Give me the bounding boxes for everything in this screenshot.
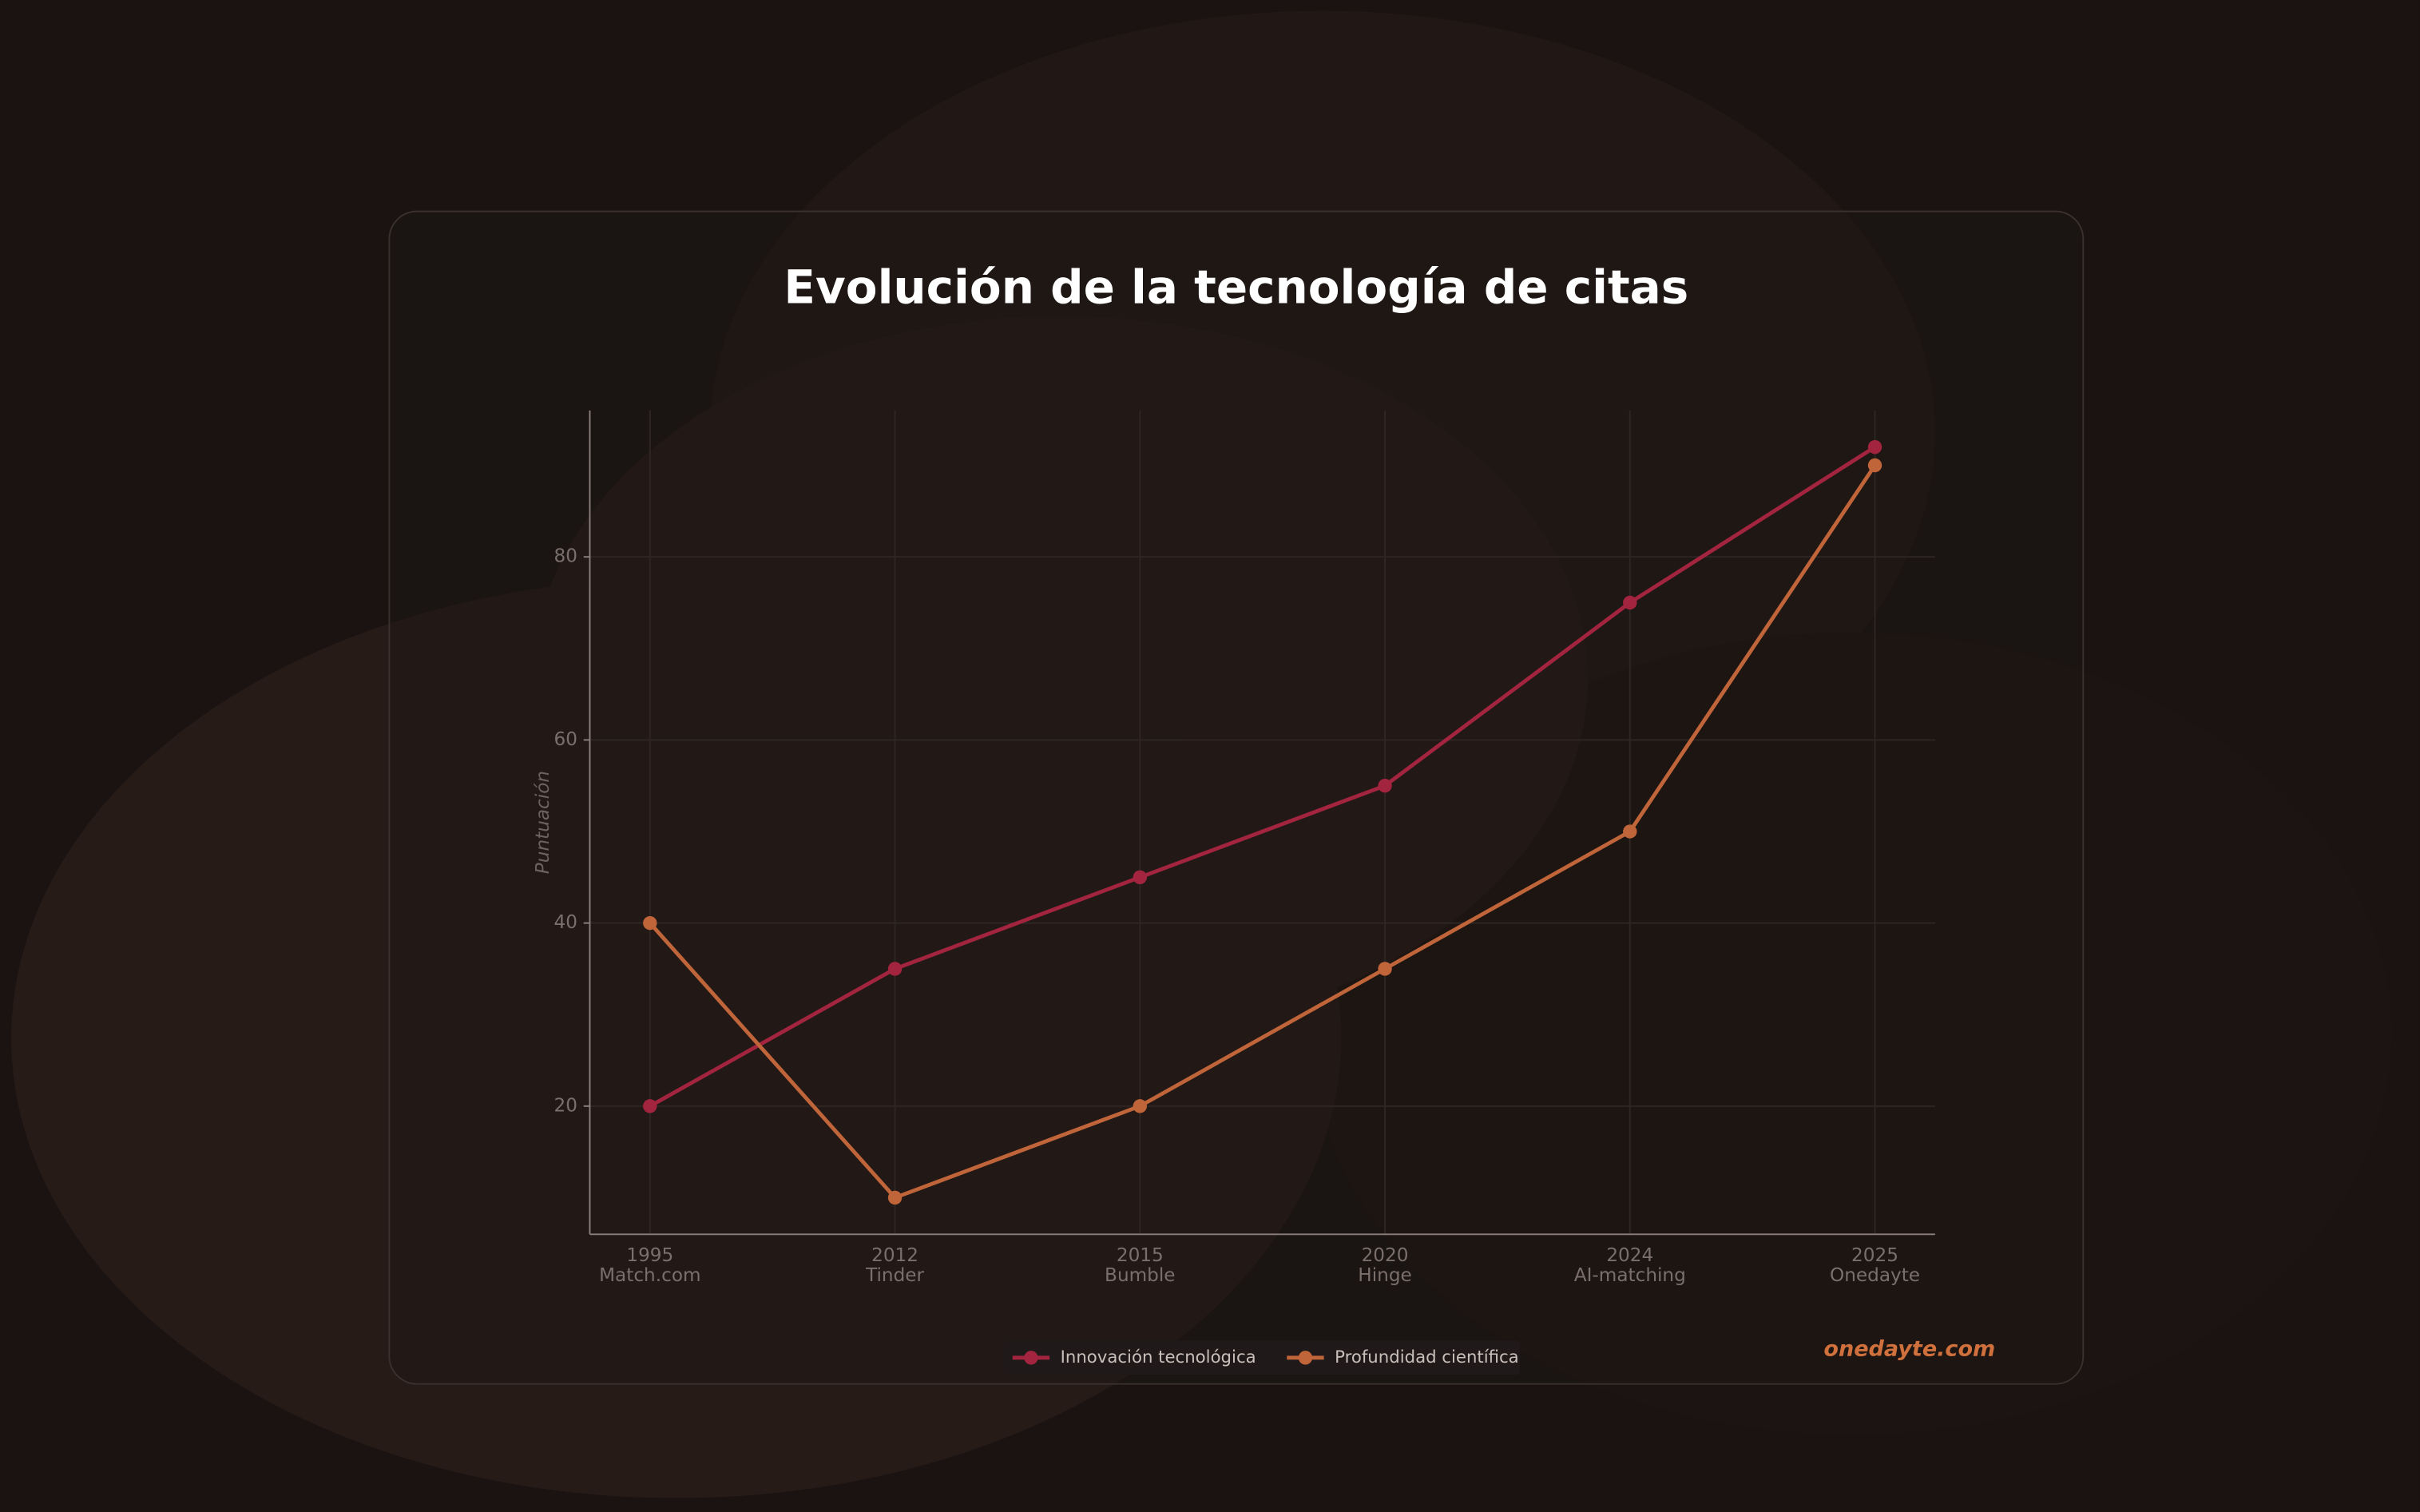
point — [1867, 439, 1882, 454]
y-tick-label: 80 — [554, 546, 577, 567]
x-tick-sublabel: Tinder — [865, 1264, 924, 1286]
chart-title: Evolución de la tecnología de citas — [784, 260, 1688, 314]
watermark: onedayte.com — [1823, 1337, 1995, 1362]
point — [887, 1190, 903, 1205]
x-tick-label: 2025 — [1851, 1244, 1898, 1266]
legend-marker — [1024, 1351, 1038, 1365]
x-tick-sublabel: Hinge — [1358, 1264, 1411, 1286]
legend-label: Innovación tecnológica — [1061, 1347, 1256, 1367]
x-tick-label: 2024 — [1606, 1244, 1653, 1266]
x-tick-label: 1995 — [626, 1244, 673, 1266]
x-tick-label: 2020 — [1362, 1244, 1409, 1266]
point — [1623, 595, 1637, 610]
x-tick-label: 2012 — [871, 1244, 918, 1266]
point — [643, 1099, 657, 1113]
legend-label: Profundidad científica — [1335, 1347, 1519, 1367]
point — [1133, 870, 1147, 885]
y-tick-label: 40 — [554, 911, 577, 933]
point — [1378, 779, 1392, 793]
x-tick-label: 2015 — [1117, 1244, 1164, 1266]
y-tick-label: 60 — [554, 728, 577, 750]
x-tick-sublabel: Match.com — [599, 1264, 700, 1286]
series-line — [649, 445, 1876, 1108]
legend-box — [1003, 1340, 1521, 1375]
y-tick-label: 20 — [554, 1094, 577, 1116]
point — [643, 915, 657, 931]
point — [887, 962, 903, 976]
x-tick-sublabel: Bumble — [1105, 1264, 1176, 1286]
legend-marker — [1298, 1351, 1313, 1365]
point — [1133, 1099, 1147, 1113]
decor-blob — [11, 578, 1342, 1498]
point — [1623, 824, 1637, 839]
x-tick-sublabel: Onedayte — [1830, 1264, 1920, 1286]
series-line — [649, 464, 1877, 1200]
point — [1378, 962, 1392, 976]
y-axis-label: Puntuación — [532, 771, 553, 874]
point — [1867, 458, 1882, 473]
card — [388, 210, 2085, 1385]
x-tick-sublabel: AI-matching — [1574, 1264, 1686, 1286]
